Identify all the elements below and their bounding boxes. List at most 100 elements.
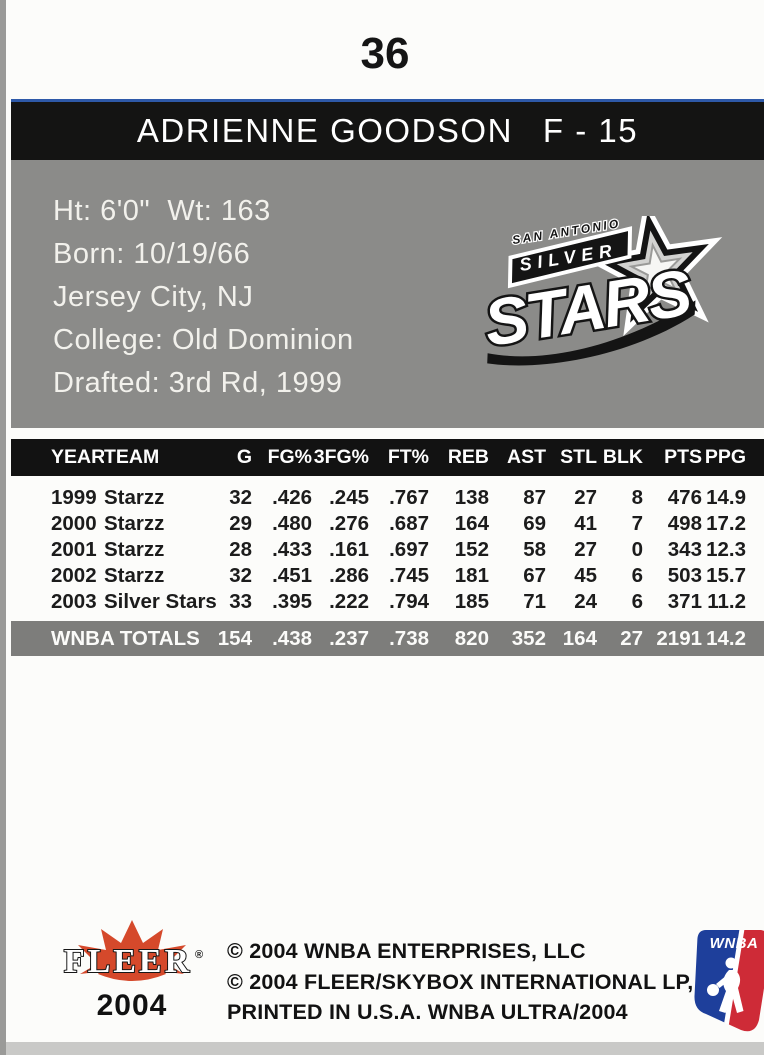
stats-row: 2001 Starzz 28 .433 .161 .697 152 58 27 0 343 12.3 xyxy=(11,537,764,563)
stats-cell: .395 xyxy=(272,590,312,613)
totals-cell: 164 xyxy=(562,626,597,650)
stats-cell: Starzz xyxy=(104,564,165,587)
stats-table: YEAR TEAM G FG% 3FG% FT% REB AST STL BLK PTS PPG 19… xyxy=(11,439,764,656)
stats-row: 1999 Starzz 32 .426 .245 .767 138 87 27 8 476 14.9 xyxy=(11,476,764,511)
stats-col-header: PTS xyxy=(664,446,702,468)
stats-cell: 12.3 xyxy=(706,538,746,561)
bio-line-height-weight: Ht: 6'0" Wt: 163 xyxy=(53,195,271,227)
stats-cell: 0 xyxy=(631,538,643,561)
stats-cell: Starzz xyxy=(104,512,165,535)
stats-col-header: PPG xyxy=(704,446,746,468)
totals-cell: 2191 xyxy=(656,626,702,650)
wnba-blue-half xyxy=(694,930,741,1032)
scan-edge xyxy=(0,0,6,1055)
stats-cell: 1999 xyxy=(51,486,97,509)
stats-cell: 152 xyxy=(454,538,489,561)
stats-cell: 33 xyxy=(229,590,252,613)
copyright-line-fleer: © 2004 FLEER/SKYBOX INTERNATIONAL LP, xyxy=(227,969,694,994)
stats-cell: .451 xyxy=(272,564,312,587)
stats-cell: .433 xyxy=(272,538,312,561)
totals-cell: .738 xyxy=(389,626,429,650)
stats-row: 2003 Silver Stars 33 .395 .222 .794 185 71 24 6 37… xyxy=(11,589,764,618)
stats-cell: 32 xyxy=(229,564,252,587)
totals-cell: .237 xyxy=(329,626,369,650)
totals-cell: 14.2 xyxy=(706,626,746,650)
totals-label: WNBA TOTALS xyxy=(51,626,200,650)
basketball xyxy=(707,984,720,996)
stats-cell: Starzz xyxy=(104,538,165,561)
totals-cell: 820 xyxy=(454,626,489,650)
stats-col-header: FT% xyxy=(387,446,429,468)
star-icon-inner xyxy=(628,241,683,297)
stats-cell: 8 xyxy=(631,486,643,509)
stats-col-header: REB xyxy=(447,446,489,468)
stats-header-row: YEAR TEAM G FG% 3FG% FT% REB AST STL BLK PTS PPG xyxy=(11,439,764,476)
fleer-reg-mark: ® xyxy=(195,949,203,961)
wnba-shield-icon: WNBA xyxy=(694,930,764,1032)
stats-cell: .767 xyxy=(389,486,429,509)
stats-totals-row: WNBA TOTALS 154 .438 .237 .738 820 352 164 27 219… xyxy=(11,618,764,656)
stats-cell: .276 xyxy=(329,512,369,535)
stats-table-wrap: YEAR TEAM G FG% 3FG% FT% REB AST STL BLK PTS PPG 19… xyxy=(11,439,764,656)
stats-cell: 45 xyxy=(574,564,597,587)
totals-cell: 27 xyxy=(620,626,643,650)
stats-col-header: 3FG% xyxy=(313,446,369,468)
stats-cell: 27 xyxy=(574,486,597,509)
stats-col-header: FG% xyxy=(267,446,312,468)
stats-cell: 87 xyxy=(523,486,546,509)
fleer-crown-icon: FLEER ® xyxy=(63,920,203,981)
stats-cell: 7 xyxy=(631,512,643,535)
stats-cell: .222 xyxy=(329,590,369,613)
stats-cell: 498 xyxy=(667,512,702,535)
blue-accent-line xyxy=(11,99,764,102)
stats-cell: 476 xyxy=(667,486,702,509)
stats-cell: 71 xyxy=(523,590,546,613)
silver-banner xyxy=(507,226,633,289)
fleer-crown-base xyxy=(98,966,166,981)
stats-cell: 138 xyxy=(454,486,489,509)
bio-line-college: College: Old Dominion xyxy=(53,324,354,356)
stats-cell: .687 xyxy=(389,512,429,535)
stats-cell: 2002 xyxy=(51,564,97,587)
stats-cell: 24 xyxy=(574,590,597,613)
stats-cell: .480 xyxy=(272,512,312,535)
copyright-block: © 2004 WNBA ENTERPRISES, LLC © 2004 FLEE… xyxy=(227,912,693,1028)
stats-cell: .745 xyxy=(389,564,429,587)
card-number: 36 xyxy=(360,28,410,78)
silver-stars-logo: SAN ANTONIO SILVER STARS xyxy=(477,216,723,366)
stats-cell: 2003 xyxy=(51,590,97,613)
stats-cell: 6 xyxy=(631,564,643,587)
player-head xyxy=(725,957,737,969)
stats-cell: 164 xyxy=(454,512,489,535)
stats-cell: .794 xyxy=(389,590,429,613)
stats-cell: 15.7 xyxy=(706,564,746,587)
totals-cell: .438 xyxy=(272,626,312,650)
fleer-brand-label: FLEER xyxy=(64,943,192,980)
bio-panel: Ht: 6'0" Wt: 163 Born: 10/19/66 Jersey C… xyxy=(11,160,764,428)
bio-lines: Ht: 6'0" Wt: 163 Born: 10/19/66 Jersey C… xyxy=(53,190,764,405)
stats-cell: 2001 xyxy=(51,538,97,561)
stats-cell: 32 xyxy=(229,486,252,509)
stats-col-header: AST xyxy=(507,446,546,468)
player-position: F - 15 xyxy=(542,112,639,149)
stats-cell: 67 xyxy=(523,564,546,587)
stats-col-header: STL xyxy=(560,446,597,468)
stats-cell: Starzz xyxy=(104,486,165,509)
wnba-logo: WNBA xyxy=(693,912,764,1039)
stats-cell: 69 xyxy=(523,512,546,535)
stats-cell: .161 xyxy=(329,538,369,561)
totals-cell: 352 xyxy=(511,626,546,650)
stats-col-header: YEAR xyxy=(51,446,104,468)
stats-cell: 27 xyxy=(574,538,597,561)
stats-cell: 185 xyxy=(454,590,489,613)
stats-cell: .697 xyxy=(389,538,429,561)
stats-col-header: BLK xyxy=(602,446,643,468)
footer: FLEER ® 2004 © 2004 WNBA ENTERPRISES, LL… xyxy=(11,912,764,1039)
stats-cell: 11.2 xyxy=(707,590,746,613)
stats-cell: 58 xyxy=(523,538,546,561)
stats-body: 1999 Starzz 32.426.245.767 138 87 27 8 476 14.9 2… xyxy=(11,476,764,618)
fleer-year: 2004 xyxy=(96,989,168,1022)
stats-row: 2002 Starzz 32 .451 .286 .745 181 67 45 6 503 15.7 xyxy=(11,563,764,589)
stats-cell: 181 xyxy=(454,564,489,587)
bio-line-drafted: Drafted: 3rd Rd, 1999 xyxy=(53,367,343,399)
